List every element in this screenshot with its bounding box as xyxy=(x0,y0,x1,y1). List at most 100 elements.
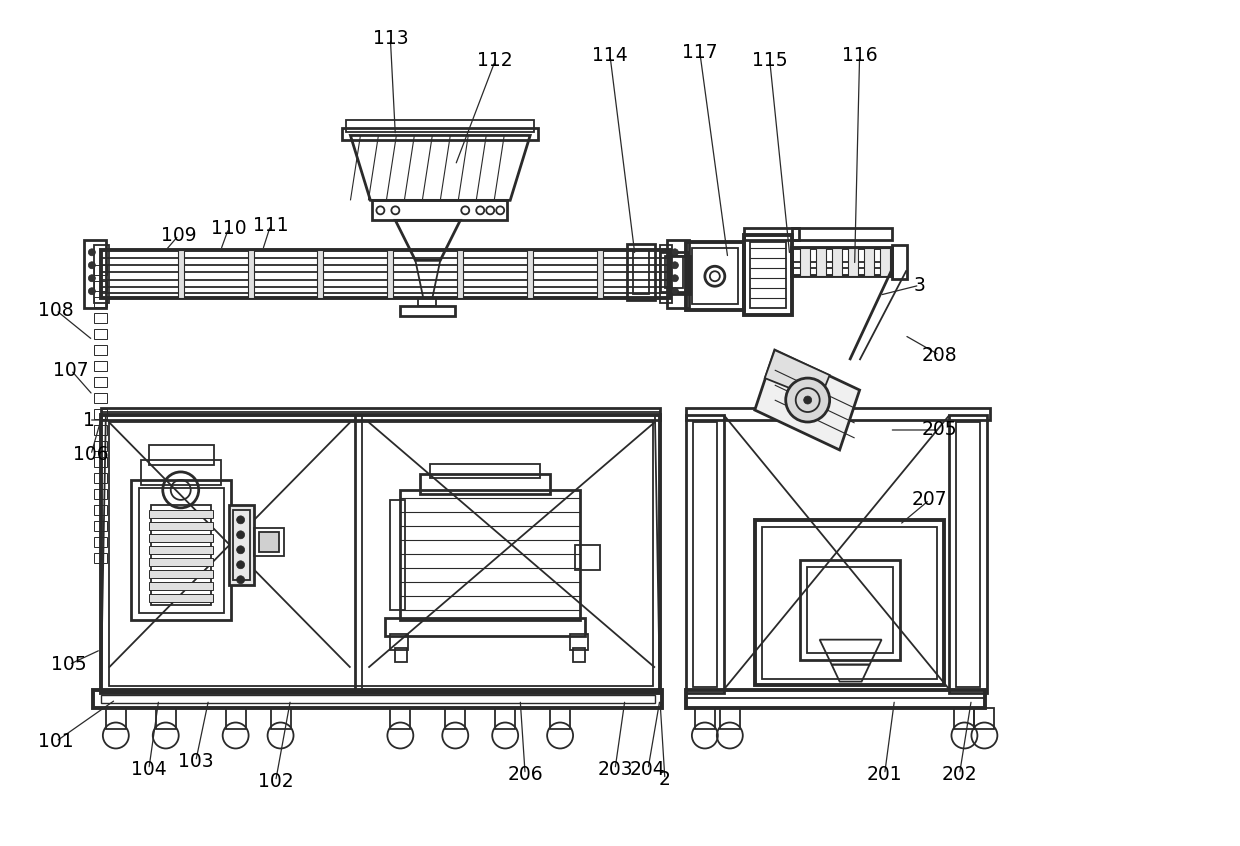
Text: 201: 201 xyxy=(867,765,903,784)
Bar xyxy=(94,457,107,467)
Bar xyxy=(391,707,410,729)
Text: 105: 105 xyxy=(51,655,87,674)
Bar xyxy=(791,262,892,268)
Bar xyxy=(94,245,109,303)
Bar xyxy=(570,634,588,650)
Bar xyxy=(391,500,405,610)
Text: 116: 116 xyxy=(842,46,878,65)
Text: 106: 106 xyxy=(73,446,109,464)
Bar xyxy=(94,329,107,339)
Bar xyxy=(527,250,533,298)
Polygon shape xyxy=(765,350,830,400)
Bar xyxy=(458,250,464,298)
Bar xyxy=(139,488,223,613)
Circle shape xyxy=(237,530,244,539)
Circle shape xyxy=(88,261,95,269)
Bar xyxy=(94,377,107,387)
Bar xyxy=(149,569,213,578)
Bar xyxy=(879,248,889,277)
Bar xyxy=(386,618,585,635)
Circle shape xyxy=(671,288,678,294)
Bar xyxy=(226,707,246,729)
Text: 1: 1 xyxy=(83,410,94,430)
Text: 203: 203 xyxy=(598,760,632,779)
Bar xyxy=(892,245,906,279)
Circle shape xyxy=(237,546,244,554)
Bar xyxy=(156,707,176,729)
Bar xyxy=(430,464,541,478)
Bar xyxy=(259,532,279,552)
Bar xyxy=(94,425,107,435)
Text: 2: 2 xyxy=(658,770,671,789)
Bar xyxy=(761,527,937,678)
Bar xyxy=(445,707,465,729)
Text: 3: 3 xyxy=(914,276,925,294)
Text: 115: 115 xyxy=(751,51,787,70)
Bar xyxy=(420,474,551,494)
Bar xyxy=(744,228,799,240)
Text: 117: 117 xyxy=(682,43,718,62)
Bar xyxy=(228,505,254,585)
Bar xyxy=(686,408,991,420)
Text: 113: 113 xyxy=(372,29,408,48)
Bar xyxy=(100,695,655,702)
Bar xyxy=(686,242,744,310)
Bar xyxy=(391,634,408,650)
Bar xyxy=(832,248,842,277)
Bar xyxy=(632,250,649,294)
Bar xyxy=(863,248,874,277)
Bar xyxy=(254,528,284,556)
Bar xyxy=(94,345,107,355)
Bar xyxy=(94,521,107,530)
Bar xyxy=(694,707,714,729)
Bar xyxy=(791,228,892,240)
Text: 101: 101 xyxy=(38,732,73,751)
Bar xyxy=(94,552,107,563)
Circle shape xyxy=(88,288,95,294)
Bar xyxy=(956,422,981,687)
Bar xyxy=(94,441,107,451)
Text: 208: 208 xyxy=(921,346,957,365)
Bar xyxy=(100,250,670,298)
Circle shape xyxy=(671,249,678,255)
Bar xyxy=(665,256,683,288)
Bar xyxy=(495,707,515,729)
Bar xyxy=(800,560,899,660)
Bar xyxy=(848,248,858,277)
Bar xyxy=(233,510,249,580)
Bar xyxy=(670,256,689,294)
Bar xyxy=(149,594,213,602)
Text: 104: 104 xyxy=(131,760,166,779)
Bar xyxy=(94,393,107,403)
Bar xyxy=(660,245,672,303)
Bar xyxy=(270,707,290,729)
Bar xyxy=(141,460,221,485)
Bar xyxy=(94,409,107,419)
Text: 110: 110 xyxy=(211,219,247,238)
Circle shape xyxy=(237,516,244,524)
Circle shape xyxy=(804,396,812,404)
Bar xyxy=(149,534,213,541)
Bar xyxy=(418,298,436,306)
Bar xyxy=(955,707,975,729)
Circle shape xyxy=(88,249,95,255)
Bar xyxy=(692,248,738,305)
Bar xyxy=(94,361,107,371)
Circle shape xyxy=(786,378,830,422)
Bar xyxy=(755,519,945,684)
Bar xyxy=(744,235,791,316)
Circle shape xyxy=(237,576,244,584)
Bar xyxy=(149,510,213,518)
Bar xyxy=(551,707,570,729)
Text: 205: 205 xyxy=(921,420,957,439)
Bar xyxy=(109,422,653,685)
Bar xyxy=(100,408,660,420)
Bar xyxy=(667,240,689,308)
Bar xyxy=(177,250,184,298)
Bar xyxy=(750,242,786,308)
Bar xyxy=(149,558,213,566)
Bar xyxy=(573,648,585,662)
Bar xyxy=(149,522,213,530)
Circle shape xyxy=(671,261,678,269)
Bar xyxy=(575,545,600,569)
